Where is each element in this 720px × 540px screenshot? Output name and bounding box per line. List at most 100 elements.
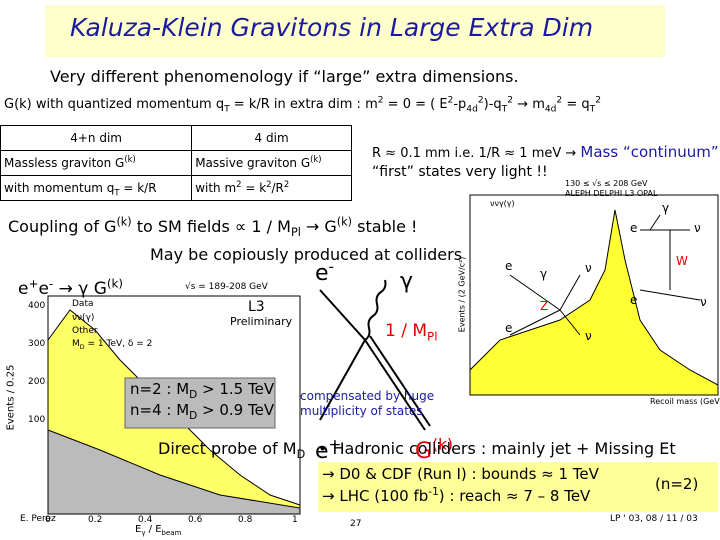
y-label: Events / (2 GeV/c²) [457, 256, 467, 333]
table-header: 4 dim [191, 125, 352, 151]
text-part: /R [271, 181, 284, 195]
probe: Direct probe of MD [158, 440, 305, 461]
y-label: Events / 0.25 [5, 364, 17, 431]
text-part: / E [145, 524, 162, 535]
text-part: m [365, 97, 378, 112]
text-part: Massive graviton G [195, 156, 311, 170]
text-part: → γ G [53, 279, 107, 299]
tick-label: 100 [28, 415, 46, 425]
feynman-diagram [319, 279, 431, 431]
tick-label: 1 [292, 515, 298, 525]
text-part: 2 [266, 179, 272, 189]
plot-text: L3 [248, 299, 265, 315]
text-part: 2 [477, 95, 484, 106]
lep-diagrams [509, 214, 701, 336]
tick-label: 300 [28, 339, 46, 349]
text-part: T [589, 104, 596, 115]
coupling: Coupling of G(k) to SM fields ∝ 1 / MPl … [8, 215, 417, 239]
text-part: νν(γ) [72, 313, 95, 323]
footer-event: LP ' 03, 08 / 11 / 03 [610, 514, 698, 524]
text-part: Data [72, 299, 94, 309]
text-part: = k/R [119, 181, 157, 195]
text-part: > 0.9 TeV [197, 401, 275, 419]
compensation: multiplicity of states [300, 404, 423, 418]
plot-text: Preliminary [230, 315, 293, 328]
text-part: beam [161, 529, 182, 537]
text-part: = 1 TeV, δ = 2 [84, 339, 153, 349]
table-cell: Massive graviton G(k) [191, 150, 352, 176]
legend-entry: ννγ(γ) [490, 199, 515, 208]
title-box [45, 5, 665, 57]
text-part: → G [300, 217, 337, 236]
l3-background [47, 429, 301, 515]
limit: n=2 : MD > 1.5 TeV [130, 380, 275, 401]
intro: Very different phenomenology if “large” … [50, 67, 519, 86]
tick-label: 400 [28, 301, 46, 311]
text-part: 2 [447, 95, 454, 106]
text-part: n=2 : M [130, 380, 190, 398]
text-part: to SM fields ∝ 1 / M [131, 217, 291, 236]
text-part: D [189, 410, 198, 422]
text-part: → m [513, 97, 545, 112]
diagram-label: γ [400, 269, 414, 294]
process: e+e- → γ G(k) [18, 277, 123, 299]
hadron-box [318, 462, 718, 512]
tick-label: 200 [28, 377, 46, 387]
text-part: G [415, 439, 433, 464]
text-part: (k) [124, 154, 136, 164]
scale-note: R ≈ 0.1 mm i.e. 1/R ≈ 1 meV → Mass “cont… [372, 144, 720, 161]
diagram-label: e [505, 259, 513, 273]
tick-label: 0.2 [88, 515, 103, 525]
text-part: 2 [556, 95, 563, 106]
plot-text: √s = 189-208 GeV [185, 282, 268, 292]
text-part: n=4 : M [130, 401, 190, 419]
diagram-label: W [676, 254, 688, 268]
text-part: 4d [544, 104, 557, 115]
text-part: Massless graviton G [4, 156, 125, 170]
text-part: 2 [595, 95, 601, 106]
scale-note: “first” states very light !! [372, 164, 548, 180]
text-part: - [48, 276, 54, 291]
text-part: E [135, 524, 142, 535]
footer-author: E. Perez [20, 514, 56, 524]
text-part: e [18, 279, 29, 299]
text-part: (k) [310, 154, 322, 164]
text-part: e [315, 261, 329, 286]
hadron-line: → LHC (100 fb-1) : reach ≈ 7 – 8 TeV [322, 486, 590, 505]
diagram-label: e [630, 293, 638, 307]
diagram-label: e- [315, 259, 334, 286]
diagram-label: Z [540, 299, 549, 313]
hadron-line: → D0 & CDF (Run I) : bounds ≈ 1 TeV [322, 466, 599, 483]
title: Kaluza-Klein Gravitons in Large Extra Di… [70, 13, 594, 42]
text-part: + [328, 435, 342, 454]
legend-entry: Data [72, 299, 94, 310]
text-part: - [328, 257, 335, 276]
footer-page: 27 [350, 519, 362, 529]
text-part: -p [453, 97, 467, 112]
text-part: (k) [116, 215, 132, 229]
diagram-label: e+ [315, 437, 341, 464]
text-part: -1 [428, 486, 439, 498]
text-part: Other [72, 326, 98, 336]
text-part: > 1.5 TeV [197, 380, 275, 398]
hadron-note: (n=2) [655, 475, 699, 493]
table-cell: with momentum qT = k/R [0, 175, 193, 201]
text-part: = k/R in extra dim : [229, 97, 366, 112]
text-part: = k [241, 181, 267, 195]
compensation: compensated by huge [300, 389, 435, 403]
diagram-label: ν [700, 295, 707, 309]
diagram-label: e [630, 221, 638, 235]
text-part: )-q [483, 97, 502, 112]
text-part: 2 [236, 179, 242, 189]
text-part: T [224, 104, 230, 115]
colliders: May be copiously produced at colliders [150, 245, 463, 264]
text-part: 1 / M [385, 321, 428, 341]
plot-text: ALEPH DELPHI L3 OPAL [565, 189, 658, 198]
diagram-label: ν [694, 221, 701, 235]
table-cell: Massless graviton G(k) [0, 150, 193, 176]
diagram-label: e [505, 321, 513, 335]
text-part: R ≈ 0.1 mm i.e. 1/R ≈ 1 meV → [372, 146, 581, 161]
limit: n=4 : MD > 0.9 TeV [130, 401, 275, 422]
text-part: 2 [283, 179, 290, 189]
